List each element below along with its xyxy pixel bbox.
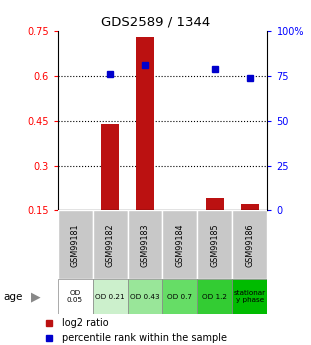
Bar <box>136 37 154 210</box>
Bar <box>58 279 93 314</box>
Bar <box>232 210 267 279</box>
Bar <box>128 210 162 279</box>
Bar <box>93 210 128 279</box>
Bar <box>58 210 93 279</box>
Text: OD
0.05: OD 0.05 <box>67 290 83 303</box>
Text: OD 0.7: OD 0.7 <box>168 294 193 300</box>
Text: percentile rank within the sample: percentile rank within the sample <box>62 333 227 343</box>
Text: stationar
y phase: stationar y phase <box>234 290 266 303</box>
Bar <box>206 198 224 210</box>
Bar <box>197 279 232 314</box>
Text: GSM99184: GSM99184 <box>175 223 184 267</box>
Bar <box>232 279 267 314</box>
Bar <box>93 279 128 314</box>
Bar <box>128 279 162 314</box>
Text: GSM99183: GSM99183 <box>141 223 150 267</box>
Text: GSM99186: GSM99186 <box>245 223 254 267</box>
Text: age: age <box>3 292 22 302</box>
Text: GSM99185: GSM99185 <box>211 223 220 267</box>
Bar <box>162 279 197 314</box>
Text: GDS2589 / 1344: GDS2589 / 1344 <box>101 16 210 29</box>
Text: OD 0.43: OD 0.43 <box>130 294 160 300</box>
Text: GSM99181: GSM99181 <box>71 223 80 267</box>
Bar <box>197 210 232 279</box>
Text: OD 1.2: OD 1.2 <box>202 294 227 300</box>
Text: ▶: ▶ <box>31 290 40 303</box>
Bar <box>241 205 259 210</box>
Text: OD 0.21: OD 0.21 <box>95 294 125 300</box>
Bar <box>162 210 197 279</box>
Text: GSM99182: GSM99182 <box>105 223 114 267</box>
Text: log2 ratio: log2 ratio <box>62 318 109 328</box>
Bar <box>101 124 119 210</box>
